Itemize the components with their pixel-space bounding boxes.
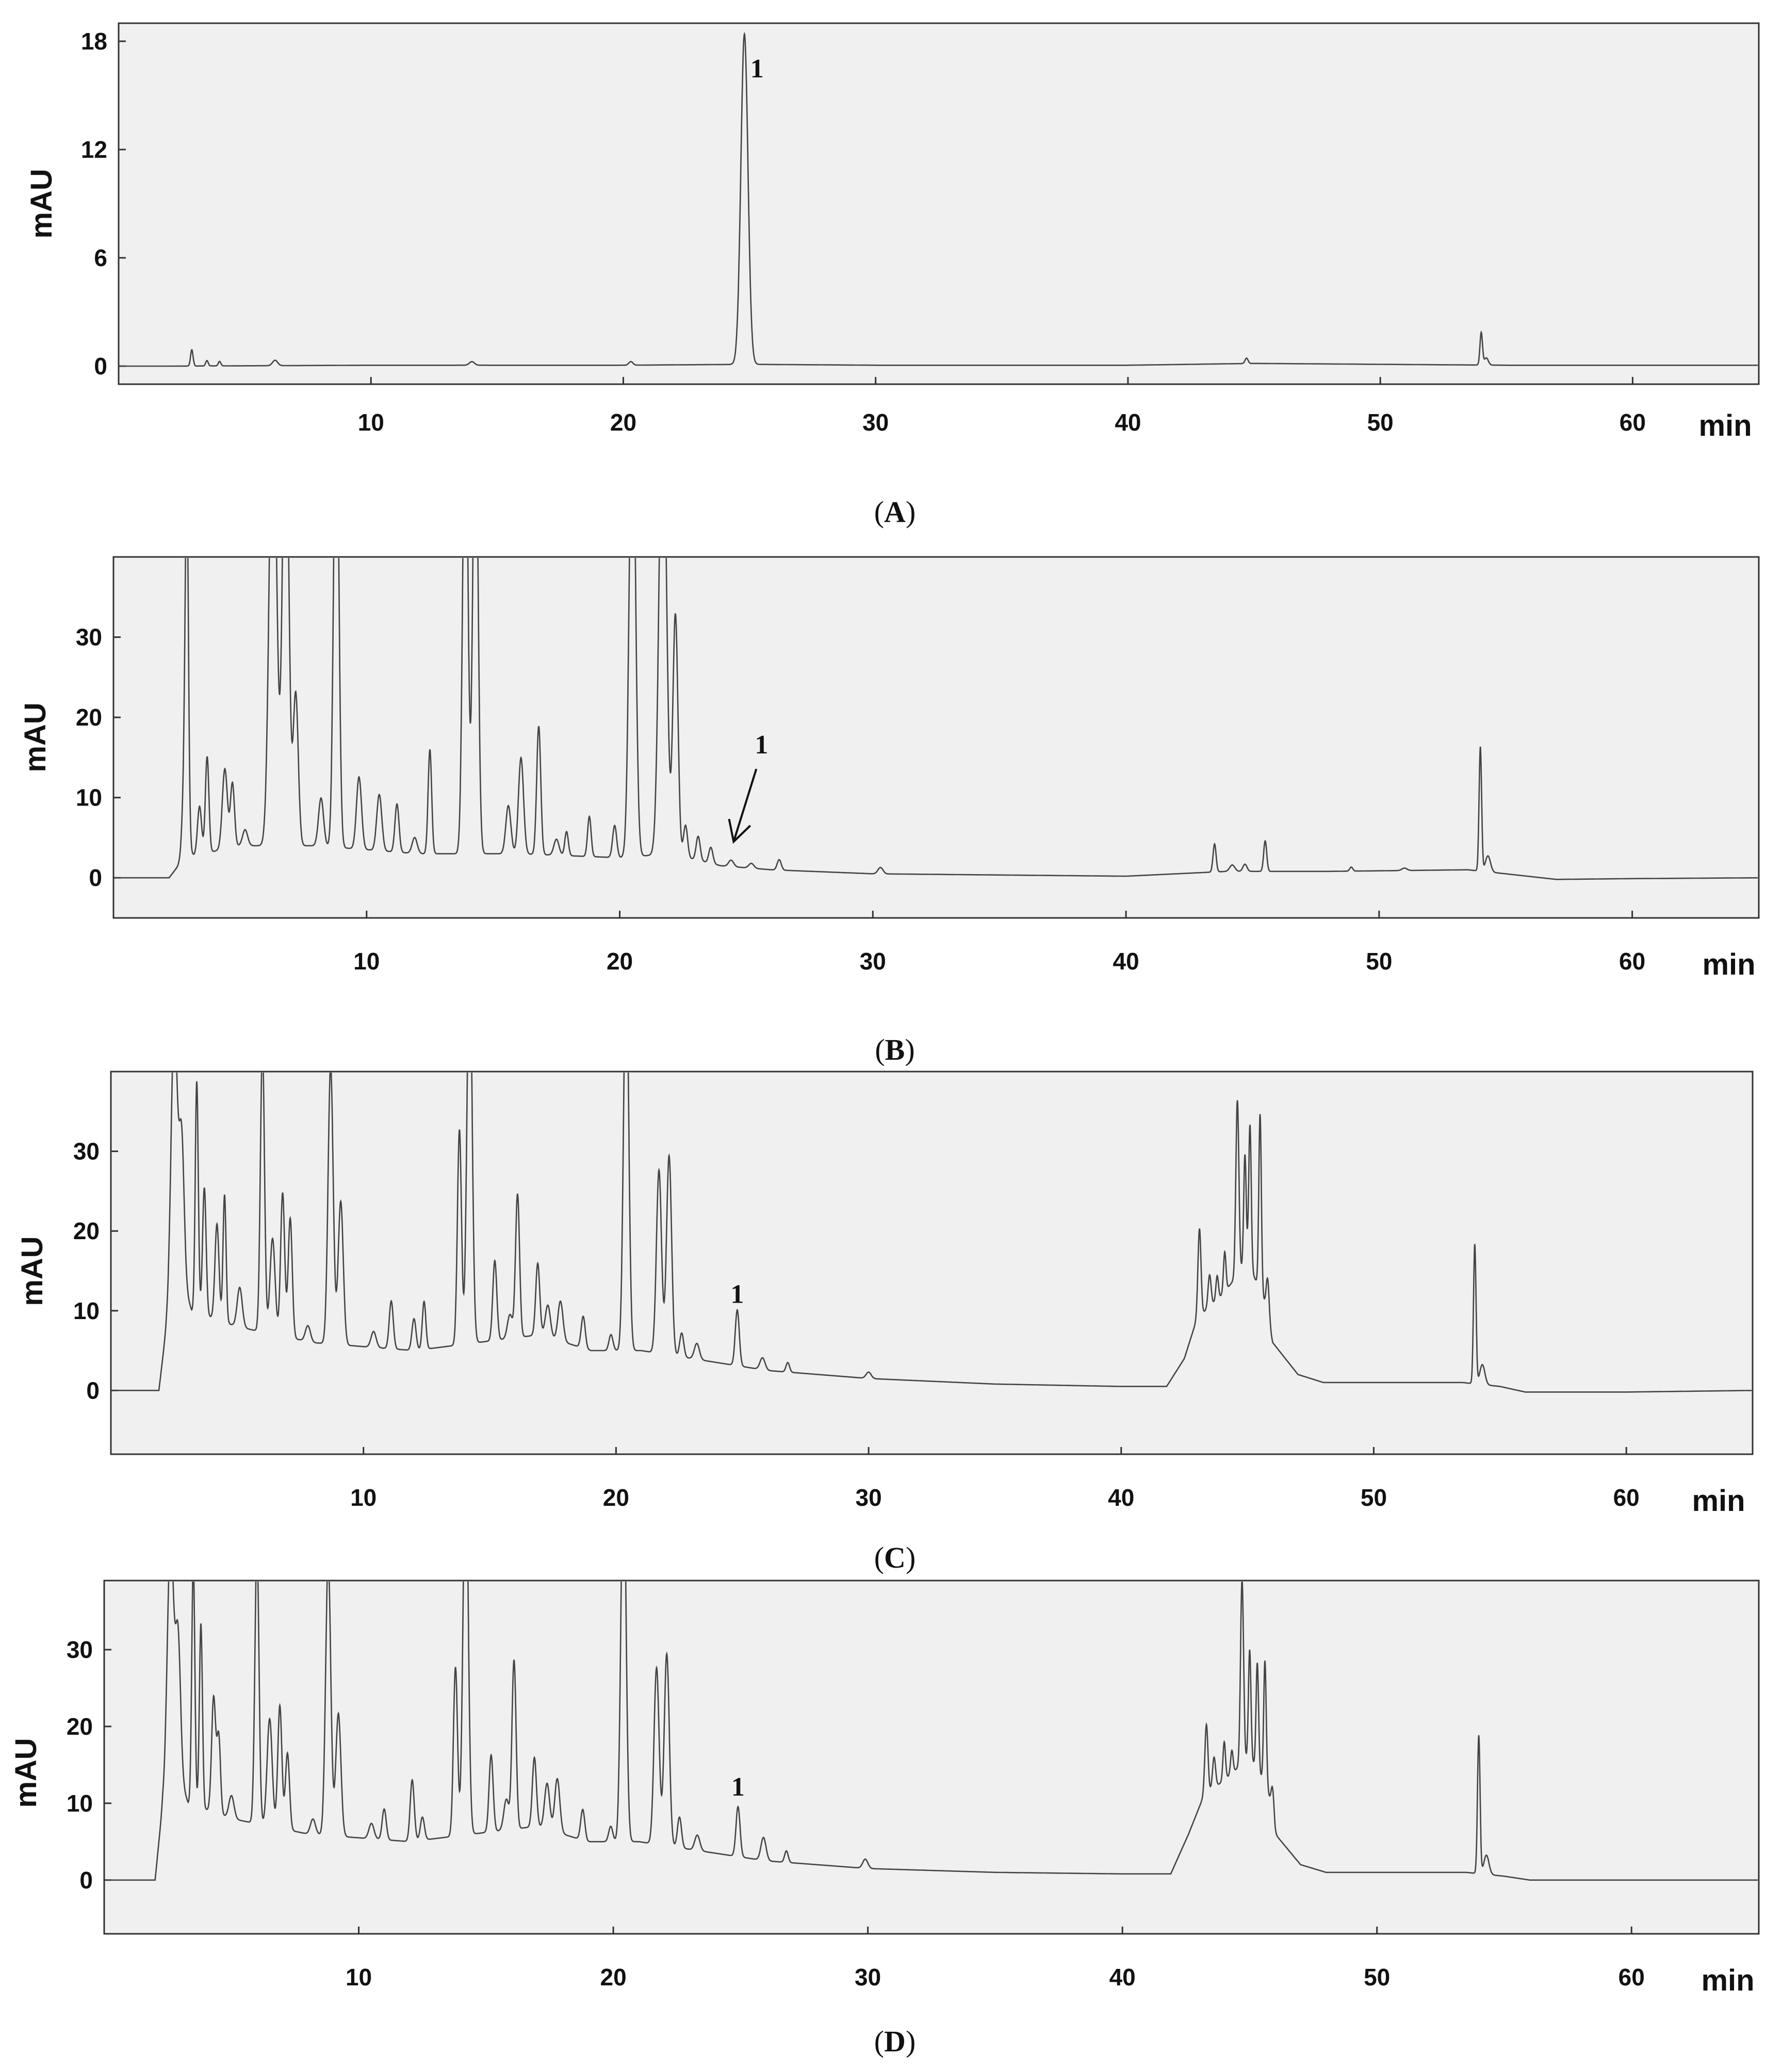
x-tick-label: 50 [1364, 1964, 1390, 1991]
x-tick-label: 30 [860, 948, 886, 975]
peak-label: 1 [730, 1279, 744, 1309]
x-tick-label: 10 [358, 409, 384, 436]
x-tick-label: 30 [862, 409, 889, 436]
y-axis-label: mAU [15, 1236, 49, 1306]
y-tick-label: 0 [86, 1377, 100, 1404]
x-axis-unit-label: min [1702, 948, 1755, 981]
chromatogram-panel-a: 0 6 12 18 10 20 30 40 50 60 min mAU 1 (A) [25, 22, 1760, 529]
y-tick-label: 20 [73, 1218, 100, 1244]
x-tick-label: 20 [607, 948, 633, 975]
y-tick-label: 12 [81, 136, 107, 163]
panel-caption: (C) [874, 1541, 916, 1574]
y-tick-label: 20 [67, 1713, 93, 1740]
x-tick-label: 40 [1109, 1964, 1136, 1991]
y-tick-label: 10 [73, 1297, 100, 1324]
x-tick-label: 50 [1361, 1484, 1387, 1511]
chromatogram-trace [105, 1582, 1758, 1881]
chromatogram-trace [112, 1073, 1752, 1393]
peak-arrow [732, 768, 758, 842]
chromatogram-trace [120, 31, 1758, 367]
x-tick-label: 40 [1108, 1484, 1134, 1511]
x-axis-unit-label: min [1701, 1964, 1754, 1997]
x-tick-label: 60 [1619, 948, 1645, 975]
chromatogram-panel-c: 0 10 20 30 10 20 30 40 50 60 min mAU 1 (C) [15, 1071, 1754, 1574]
chromatogram-trace [115, 558, 1758, 880]
x-tick-label: 30 [855, 1484, 881, 1511]
x-tick-label: 40 [1113, 948, 1139, 975]
panel-caption: (B) [875, 1033, 914, 1066]
peak-arrow-head [728, 818, 751, 844]
x-tick-label: 60 [1620, 409, 1646, 436]
x-tick-label: 40 [1115, 409, 1141, 436]
x-tick-label: 30 [855, 1964, 881, 1991]
y-tick-label: 30 [73, 1138, 100, 1165]
chromatogram-panel-d: 0 10 20 30 10 20 30 40 50 60 min mAU 1 (D) [9, 1580, 1760, 2058]
panel-caption: (A) [874, 495, 916, 529]
y-tick-label: 0 [89, 864, 102, 891]
y-tick-label: 30 [67, 1636, 93, 1663]
y-tick-label: 20 [76, 704, 102, 731]
y-axis-label: mAU [25, 169, 58, 238]
y-tick-label: 6 [94, 244, 107, 271]
x-tick-label: 20 [610, 409, 636, 436]
x-axis-unit-label: min [1692, 1484, 1745, 1518]
y-tick-label: 10 [76, 784, 102, 811]
y-axis-label: mAU [9, 1738, 43, 1807]
x-tick-label: 20 [600, 1964, 626, 1991]
x-tick-label: 10 [353, 948, 380, 975]
y-tick-label: 30 [76, 624, 102, 651]
x-axis-unit-label: min [1698, 409, 1752, 442]
plot-area [118, 22, 1760, 385]
x-tick-label: 60 [1618, 1964, 1645, 1991]
chromatogram-panel-b: 0 10 20 30 10 20 30 40 50 60 min mAU 1 (B) [19, 556, 1760, 1066]
y-axis-label: mAU [19, 702, 52, 772]
plot-area [112, 556, 1760, 919]
x-tick-label: 50 [1366, 948, 1392, 975]
x-tick-label: 60 [1613, 1484, 1640, 1511]
y-tick-label: 18 [81, 28, 107, 55]
panel-caption: (D) [874, 2025, 916, 2058]
x-tick-label: 20 [603, 1484, 629, 1511]
peak-label: 1 [755, 730, 768, 760]
x-tick-label: 10 [346, 1964, 372, 1991]
peak-label: 1 [731, 1772, 745, 1802]
x-tick-label: 50 [1367, 409, 1394, 436]
y-tick-label: 0 [79, 1867, 93, 1894]
y-tick-label: 10 [67, 1790, 93, 1817]
peak-label: 1 [750, 54, 764, 84]
plot-area [110, 1071, 1754, 1455]
plot-area [103, 1580, 1760, 1935]
x-tick-label: 10 [350, 1484, 377, 1511]
y-tick-label: 0 [94, 353, 107, 380]
